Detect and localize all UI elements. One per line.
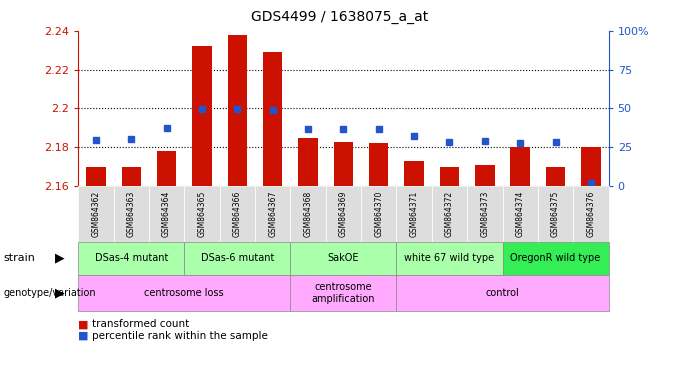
- Bar: [405, 161, 424, 186]
- Text: centrosome
amplification: centrosome amplification: [311, 282, 375, 304]
- Bar: [511, 147, 530, 186]
- Text: ■: ■: [78, 331, 88, 341]
- Text: GSM864364: GSM864364: [162, 191, 171, 237]
- Text: GDS4499 / 1638075_a_at: GDS4499 / 1638075_a_at: [252, 10, 428, 23]
- Text: OregonR wild type: OregonR wild type: [511, 253, 600, 263]
- Text: DSas-6 mutant: DSas-6 mutant: [201, 253, 274, 263]
- Text: GSM864372: GSM864372: [445, 191, 454, 237]
- Text: control: control: [486, 288, 520, 298]
- Text: GSM864369: GSM864369: [339, 191, 348, 237]
- Text: percentile rank within the sample: percentile rank within the sample: [92, 331, 268, 341]
- Text: GSM864373: GSM864373: [480, 191, 490, 237]
- Text: GSM864368: GSM864368: [303, 191, 313, 237]
- Bar: [86, 167, 105, 186]
- Bar: [157, 151, 176, 186]
- Text: SakOE: SakOE: [328, 253, 359, 263]
- Bar: [263, 52, 282, 186]
- Text: transformed count: transformed count: [92, 319, 189, 329]
- Text: genotype/variation: genotype/variation: [3, 288, 96, 298]
- Bar: [546, 167, 565, 186]
- Text: white 67 wild type: white 67 wild type: [405, 253, 494, 263]
- Bar: [369, 144, 388, 186]
- Text: ▶: ▶: [55, 286, 65, 299]
- Text: GSM864370: GSM864370: [374, 191, 384, 237]
- Text: centrosome loss: centrosome loss: [144, 288, 224, 298]
- Text: GSM864365: GSM864365: [197, 191, 207, 237]
- Text: GSM864367: GSM864367: [268, 191, 277, 237]
- Text: GSM864371: GSM864371: [409, 191, 419, 237]
- Bar: [334, 142, 353, 186]
- Text: GSM864362: GSM864362: [91, 191, 101, 237]
- Bar: [192, 46, 211, 186]
- Text: ■: ■: [78, 319, 88, 329]
- Bar: [440, 167, 459, 186]
- Text: GSM864375: GSM864375: [551, 191, 560, 237]
- Bar: [475, 165, 494, 186]
- Bar: [228, 35, 247, 186]
- Text: GSM864374: GSM864374: [515, 191, 525, 237]
- Bar: [122, 167, 141, 186]
- Text: GSM864366: GSM864366: [233, 191, 242, 237]
- Text: GSM864363: GSM864363: [126, 191, 136, 237]
- Bar: [581, 147, 600, 186]
- Text: strain: strain: [3, 253, 35, 263]
- Bar: [299, 137, 318, 186]
- Text: ▶: ▶: [55, 252, 65, 265]
- Text: GSM864376: GSM864376: [586, 191, 596, 237]
- Text: DSas-4 mutant: DSas-4 mutant: [95, 253, 168, 263]
